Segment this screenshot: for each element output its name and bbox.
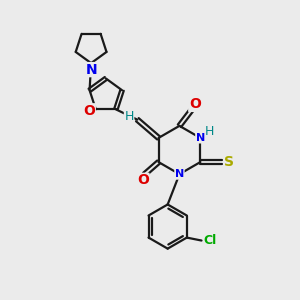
Text: N: N (85, 63, 97, 76)
Text: O: O (137, 173, 149, 187)
Text: O: O (83, 104, 95, 118)
Text: Cl: Cl (204, 234, 217, 247)
Text: O: O (189, 98, 201, 111)
Text: N: N (196, 133, 205, 143)
Text: S: S (224, 155, 234, 169)
Text: N: N (175, 169, 184, 179)
Text: H: H (124, 110, 134, 123)
Text: H: H (205, 125, 214, 138)
